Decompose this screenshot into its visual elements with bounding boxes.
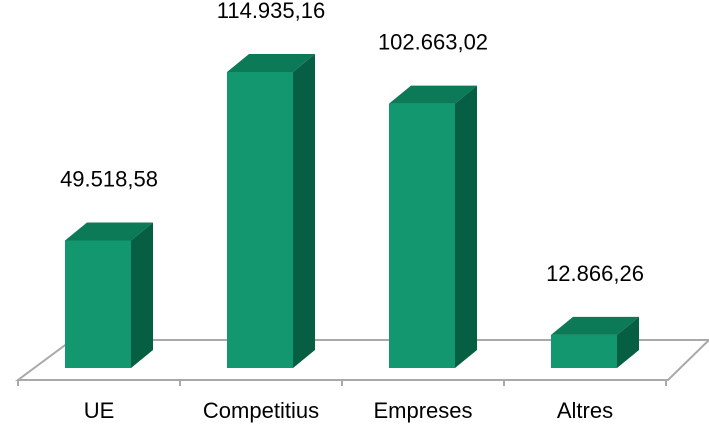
value-labels-group: 49.518,58 114.935,16 102.663,02 12.866,26	[60, 0, 644, 286]
bar-top	[551, 316, 639, 335]
bar-front	[389, 103, 455, 369]
category-labels-group: UE Competitius Empreses Altres	[84, 398, 613, 423]
category-label: UE	[84, 398, 115, 423]
floor-plane	[14, 339, 709, 381]
bar-top	[389, 85, 477, 104]
bars-group	[65, 54, 639, 369]
bar-front	[551, 334, 617, 368]
bar-side	[131, 222, 153, 368]
bar	[227, 54, 315, 368]
bar	[551, 316, 639, 368]
bar	[65, 222, 153, 368]
bar-top	[65, 222, 153, 241]
value-label: 12.866,26	[546, 261, 644, 286]
bar	[389, 85, 477, 369]
category-label: Empreses	[373, 398, 472, 423]
bar-side	[293, 54, 315, 368]
value-label: 49.518,58	[60, 166, 158, 191]
category-label: Altres	[557, 398, 613, 423]
category-label: Competitius	[203, 398, 319, 423]
bar-front	[65, 240, 131, 368]
bar-side	[617, 316, 639, 368]
value-label: 114.935,16	[217, 0, 325, 23]
value-label: 102.663,02	[378, 30, 488, 55]
chart-floor	[14, 339, 709, 386]
bar-side	[455, 85, 477, 369]
bar-front	[227, 72, 293, 368]
bar-top	[227, 54, 315, 72]
